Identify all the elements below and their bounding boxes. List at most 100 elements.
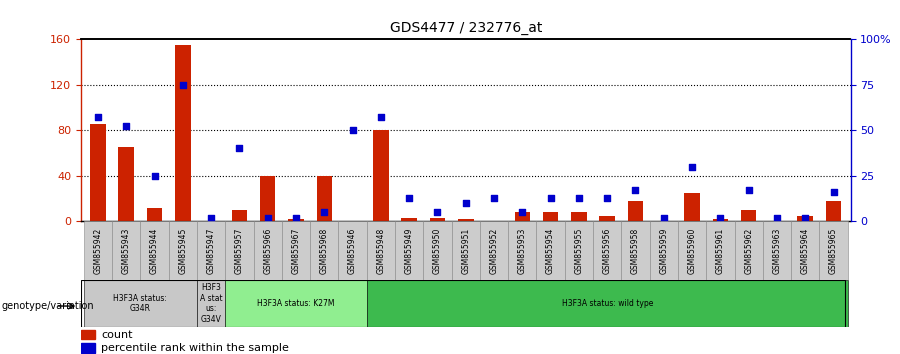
Title: GDS4477 / 232776_at: GDS4477 / 232776_at: [390, 21, 542, 35]
Bar: [366, 221, 395, 280]
Bar: [81, 330, 94, 339]
Text: GSM855954: GSM855954: [546, 227, 555, 274]
Bar: [225, 280, 366, 327]
Text: GSM855946: GSM855946: [348, 227, 357, 274]
Bar: [713, 219, 728, 221]
Point: [289, 215, 303, 221]
Bar: [565, 221, 593, 280]
Text: GSM855959: GSM855959: [660, 227, 669, 274]
Bar: [282, 221, 310, 280]
Point: [713, 215, 727, 221]
Text: GSM855943: GSM855943: [122, 227, 130, 274]
Text: GSM855965: GSM855965: [829, 227, 838, 274]
Text: GSM855955: GSM855955: [574, 227, 583, 274]
Bar: [543, 212, 558, 221]
Bar: [599, 216, 615, 221]
Bar: [593, 221, 621, 280]
Point: [657, 215, 671, 221]
Text: GSM855945: GSM855945: [178, 227, 187, 274]
Text: GSM855960: GSM855960: [688, 227, 697, 274]
Bar: [423, 221, 452, 280]
Bar: [401, 218, 417, 221]
Point: [770, 215, 784, 221]
Text: GSM855962: GSM855962: [744, 227, 753, 274]
Text: count: count: [101, 330, 133, 340]
Point: [232, 145, 247, 151]
Bar: [621, 221, 650, 280]
Bar: [288, 219, 304, 221]
Bar: [254, 221, 282, 280]
Text: GSM855964: GSM855964: [801, 227, 810, 274]
Point: [260, 215, 274, 221]
Bar: [147, 207, 162, 221]
Text: GSM855967: GSM855967: [292, 227, 301, 274]
Bar: [225, 221, 254, 280]
Bar: [741, 210, 756, 221]
Point: [742, 187, 756, 193]
Point: [798, 215, 813, 221]
Text: GSM855944: GSM855944: [150, 227, 159, 274]
Point: [685, 164, 699, 169]
Bar: [678, 221, 707, 280]
Bar: [458, 219, 473, 221]
Point: [628, 187, 643, 193]
Bar: [84, 280, 197, 327]
Bar: [706, 221, 734, 280]
Text: GSM855948: GSM855948: [376, 227, 385, 274]
Point: [91, 114, 105, 120]
Bar: [310, 221, 338, 280]
Text: GSM855966: GSM855966: [263, 227, 272, 274]
Bar: [140, 221, 168, 280]
Bar: [734, 221, 763, 280]
Point: [402, 195, 417, 200]
Bar: [684, 193, 700, 221]
Text: GSM855951: GSM855951: [461, 227, 470, 274]
Point: [515, 209, 529, 215]
Point: [572, 195, 586, 200]
Point: [176, 82, 190, 87]
Point: [317, 209, 331, 215]
Point: [600, 195, 615, 200]
Text: H3F3A status: K27M: H3F3A status: K27M: [257, 299, 335, 308]
Point: [826, 189, 841, 195]
Text: percentile rank within the sample: percentile rank within the sample: [101, 343, 289, 353]
Point: [119, 124, 133, 129]
Bar: [797, 216, 813, 221]
Bar: [338, 221, 366, 280]
Text: H3F3
A stat
us:
G34V: H3F3 A stat us: G34V: [200, 284, 222, 324]
Point: [430, 209, 445, 215]
Bar: [515, 212, 530, 221]
Point: [346, 127, 360, 133]
Bar: [176, 45, 191, 221]
Text: GSM855950: GSM855950: [433, 227, 442, 274]
Bar: [84, 221, 112, 280]
Bar: [231, 210, 248, 221]
Text: H3F3A status:
G34R: H3F3A status: G34R: [113, 294, 167, 313]
Bar: [366, 280, 848, 327]
Text: GSM855949: GSM855949: [405, 227, 414, 274]
Bar: [650, 221, 678, 280]
Bar: [260, 176, 275, 221]
Point: [458, 200, 473, 206]
Text: GSM855947: GSM855947: [207, 227, 216, 274]
Bar: [119, 147, 134, 221]
Point: [374, 114, 388, 120]
Bar: [197, 280, 225, 327]
Bar: [480, 221, 508, 280]
Text: H3F3A status: wild type: H3F3A status: wild type: [562, 299, 652, 308]
Bar: [508, 221, 536, 280]
Bar: [791, 221, 819, 280]
Bar: [763, 221, 791, 280]
Text: GSM855942: GSM855942: [94, 227, 103, 274]
Bar: [112, 221, 140, 280]
Bar: [197, 221, 225, 280]
Point: [148, 173, 162, 178]
Text: genotype/variation: genotype/variation: [2, 301, 94, 311]
Bar: [317, 176, 332, 221]
Text: GSM855961: GSM855961: [716, 227, 724, 274]
Bar: [452, 221, 480, 280]
Bar: [572, 212, 587, 221]
Bar: [429, 218, 445, 221]
Bar: [819, 221, 848, 280]
Bar: [825, 201, 842, 221]
